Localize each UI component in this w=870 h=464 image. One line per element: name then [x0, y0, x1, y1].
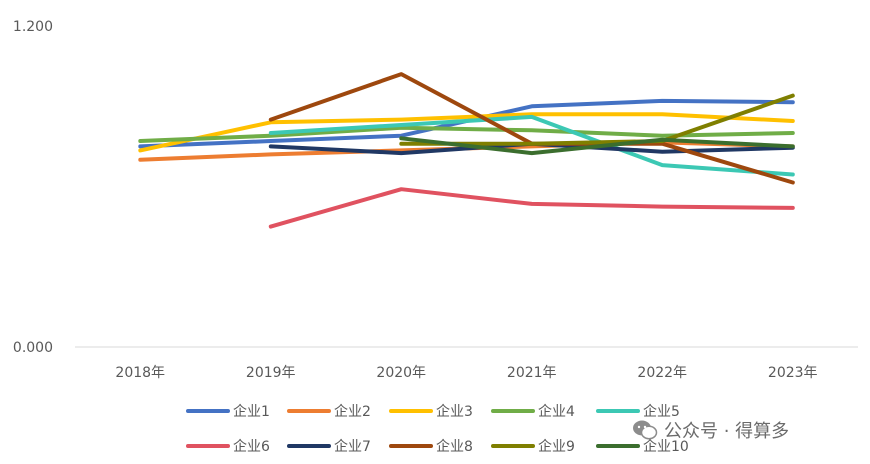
legend-label: 企业2	[334, 403, 371, 420]
legend-item: 企业5	[596, 403, 680, 420]
legend-item: 企业10	[596, 438, 689, 455]
wechat-icon	[633, 420, 658, 440]
legend-item: 企业2	[287, 403, 371, 420]
legend-label: 企业1	[233, 403, 270, 420]
series-line-10	[399, 136, 795, 156]
legend-label: 企业8	[436, 438, 473, 455]
legend-label: 企业4	[538, 403, 575, 420]
x-tick-label: 2022年	[637, 365, 687, 381]
x-tick-label: 2019年	[246, 365, 296, 381]
legend-item: 企业3	[389, 403, 473, 420]
legend-item: 企业7	[287, 438, 371, 455]
legend-label: 企业3	[436, 403, 473, 420]
x-tick-label: 2018年	[115, 365, 165, 381]
legend-label: 企业9	[538, 438, 575, 455]
y-tick-label: 0.000	[13, 340, 53, 356]
plot-area	[138, 72, 795, 229]
axes: 1.200 0.000 2018年 2019年 2020年 2021年 2022年 2023年	[13, 19, 858, 381]
x-tick-label: 2023年	[768, 365, 818, 381]
legend-item: 企业1	[186, 403, 270, 420]
legend-label: 企业6	[233, 438, 270, 455]
legend-item: 企业8	[389, 438, 473, 455]
legend-item: 企业4	[491, 403, 575, 420]
legend-label: 企业10	[643, 438, 689, 455]
legend-label: 企业5	[643, 403, 680, 420]
series-line-6	[268, 187, 795, 229]
watermark: 公众号 · 得算多	[632, 417, 789, 443]
legend-item: 企业9	[491, 438, 575, 455]
legend: 企业1 企业2 企业3 企业4 企业5 企业6 企业7 企业8 企业9 企业10	[186, 403, 689, 455]
watermark-text: 公众号 · 得算多	[664, 421, 790, 442]
series-line-3	[138, 112, 795, 153]
x-tick-label: 2021年	[507, 365, 557, 381]
y-tick-label: 1.200	[13, 19, 53, 35]
legend-item: 企业6	[186, 438, 270, 455]
legend-label: 企业7	[334, 438, 371, 455]
x-tick-label: 2020年	[376, 365, 426, 381]
